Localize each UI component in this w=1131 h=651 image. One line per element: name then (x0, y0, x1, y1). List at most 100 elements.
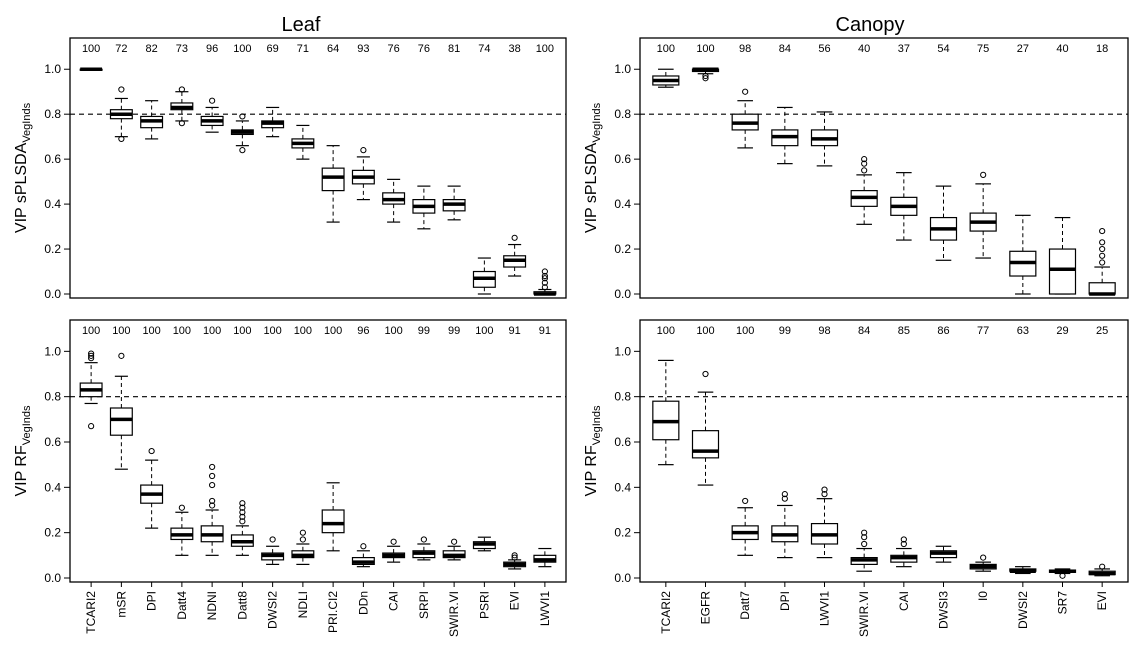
box-9 (351, 147, 375, 201)
panels: 0.0 0.2 0.4 0.6 0.8 1.0 VIP sPLSDAVegInds 100 72… (13, 37, 1129, 637)
y-tick-label: 0.0 (44, 287, 61, 301)
box-3 (170, 504, 194, 556)
chart-panel-3: 0.0 0.2 0.4 0.6 0.8 1.0 VIP RFVegInds 100 TCARI2… (583, 319, 1129, 637)
selection-count-label: 77 (977, 325, 989, 337)
y-tick-label: 0.6 (44, 435, 61, 449)
box-8 (969, 171, 997, 259)
box-11 (412, 185, 436, 230)
outlier-point (541, 275, 548, 282)
outlier-point (88, 355, 95, 362)
selection-count-label: 40 (1056, 43, 1068, 55)
y-tick-label: 1.0 (44, 62, 61, 76)
outlier-point (541, 268, 548, 275)
selection-count-label: 100 (142, 325, 160, 337)
selection-count-label: 96 (357, 325, 369, 337)
outlier-point (178, 86, 185, 93)
box-4 (810, 111, 839, 167)
box-0 (652, 359, 680, 466)
box-8 (969, 554, 997, 572)
box-4 (200, 463, 224, 556)
outlier-point (702, 72, 709, 80)
selection-count-label: 76 (388, 43, 400, 55)
selection-count-label: 56 (818, 43, 830, 55)
y-tick-label: 0.2 (44, 242, 61, 256)
outlier-point (980, 554, 987, 561)
selection-count-label: 27 (1017, 43, 1029, 55)
box-6 (890, 536, 918, 568)
box-iqr (1048, 248, 1077, 295)
selection-count-label: 63 (1017, 325, 1029, 337)
box-15 (533, 547, 557, 568)
outlier-point (390, 538, 397, 545)
outlier-point (239, 509, 246, 516)
y-tick-label: 0.0 (614, 287, 631, 301)
outlier-point (821, 491, 828, 498)
y-tick-label: 0.4 (44, 480, 61, 494)
box-10 (382, 538, 406, 563)
selection-count-label: 72 (115, 43, 127, 55)
selection-count-label: 98 (818, 325, 830, 337)
outlier-point (861, 529, 868, 536)
y-tick-label: 0.6 (614, 435, 631, 449)
outlier-point (299, 529, 306, 536)
box-2 (731, 88, 759, 149)
y-tick-label: 0.8 (44, 390, 61, 404)
box-4 (810, 486, 839, 559)
selection-count-label: 86 (937, 325, 949, 337)
selection-count-label: 18 (1096, 43, 1108, 55)
outlier-point (88, 352, 95, 359)
selection-count-label: 96 (206, 43, 218, 55)
outlier-point (178, 504, 185, 511)
x-tick-label: EGFR (699, 591, 713, 625)
outlier-point (209, 497, 216, 505)
box-iqr (321, 167, 345, 192)
outlier-point (980, 171, 987, 178)
selection-count-label: 100 (475, 325, 493, 337)
box-5 (230, 113, 254, 154)
box-1 (691, 67, 720, 82)
box-6 (261, 536, 285, 566)
outlier-point (511, 234, 518, 241)
x-tick-label: NDLI (296, 591, 310, 618)
x-tick-label: NDNI (205, 591, 219, 620)
selection-count-label: 98 (739, 43, 751, 55)
outlier-point (239, 518, 246, 525)
box-0 (79, 67, 103, 71)
box-10 (1048, 216, 1077, 295)
x-tick-label: SWIR.VI (857, 591, 871, 637)
x-tick-label: LWVI1 (538, 591, 552, 626)
selection-count-label: 84 (779, 43, 791, 55)
outlier-point (1099, 239, 1106, 246)
chart-panel-2: 0.0 0.2 0.4 0.6 0.8 1.0 VIP RFVegInds 100 TCARI2… (13, 319, 567, 637)
box-1 (109, 86, 133, 143)
y-tick-label: 1.0 (44, 344, 61, 358)
x-tick-label: DWSI2 (266, 591, 280, 629)
y-tick-label: 0.2 (614, 242, 631, 256)
selection-count-label: 64 (327, 43, 339, 55)
box-8 (321, 145, 345, 223)
outlier-point (1099, 259, 1106, 266)
outlier-point (541, 272, 548, 280)
box-iqr (109, 407, 133, 436)
outlier-point (239, 147, 246, 154)
box-2 (140, 100, 164, 140)
outlier-point (1099, 563, 1106, 570)
outlier-point (239, 500, 246, 507)
selection-count-label: 29 (1056, 325, 1068, 337)
selection-count-label: 69 (267, 43, 279, 55)
selection-count-label: 100 (536, 43, 554, 55)
selection-count-label: 100 (294, 325, 312, 337)
box-1 (109, 352, 133, 470)
x-tick-label: EVI (1095, 591, 1109, 610)
box-0 (652, 68, 680, 88)
box-2 (731, 497, 759, 556)
x-tick-label: PSRI (477, 591, 491, 619)
box-10 (382, 178, 406, 223)
y-tick-label: 0.6 (44, 152, 61, 166)
outlier-point (900, 536, 907, 543)
plot-frame (639, 319, 1129, 583)
selection-count-label: 100 (82, 325, 100, 337)
selection-count-label: 76 (418, 43, 430, 55)
box-iqr (691, 430, 720, 459)
